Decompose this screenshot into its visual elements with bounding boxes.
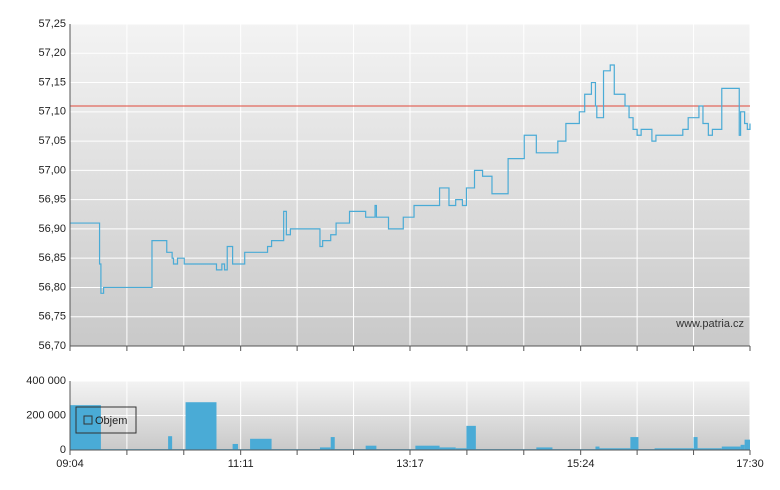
- y-tick-label: 57,05: [38, 135, 66, 147]
- y-tick-label: 57,15: [38, 76, 66, 88]
- volume-bar: [232, 443, 238, 450]
- volume-bar: [693, 437, 698, 450]
- y-tick-label: 400 000: [26, 375, 66, 387]
- volume-bar: [599, 448, 631, 450]
- y-tick-label: 56,85: [38, 252, 66, 264]
- y-tick-label: 56,70: [38, 340, 66, 352]
- volume-bar: [721, 446, 741, 450]
- legend-label: Objem: [95, 415, 127, 427]
- volume-bar: [595, 446, 600, 450]
- volume-bar: [319, 447, 331, 450]
- x-tick-label: 11:11: [228, 458, 254, 470]
- volume-bar: [536, 447, 553, 450]
- legend-box: [75, 406, 137, 434]
- volume-bar: [697, 448, 722, 450]
- y-tick-label: 56,75: [38, 311, 66, 323]
- watermark: www.patria.cz: [675, 318, 744, 330]
- x-tick-label: 17:30: [736, 458, 764, 470]
- volume-bar: [70, 405, 101, 450]
- x-tick-label: 13:17: [396, 458, 424, 470]
- x-tick-label: 09:04: [56, 458, 84, 470]
- volume-bar: [168, 436, 173, 450]
- y-tick-label: 56,90: [38, 223, 66, 235]
- y-tick-label: 57,25: [38, 18, 66, 30]
- volume-bar: [455, 448, 467, 450]
- y-tick-label: 200 000: [26, 409, 66, 421]
- y-tick-label: 0: [60, 444, 66, 456]
- price-line: [70, 64, 751, 294]
- volume-bar: [654, 448, 694, 450]
- volume-bar: [365, 445, 377, 450]
- y-tick-label: 56,95: [38, 194, 66, 206]
- y-tick-label: 57,00: [38, 164, 66, 176]
- y-tick-label: 57,10: [38, 106, 66, 118]
- volume-bar: [439, 447, 456, 450]
- volume-bar: [330, 437, 335, 450]
- volume-bar: [630, 437, 639, 450]
- y-tick-label: 57,20: [38, 47, 66, 59]
- x-tick-label: 15:24: [567, 458, 595, 470]
- volume-bar: [740, 444, 745, 450]
- volume-bar: [185, 402, 217, 450]
- volume-bar: [415, 445, 440, 450]
- legend-swatch: [83, 415, 93, 425]
- y-tick-label: 56,80: [38, 281, 66, 293]
- volume-bar: [744, 439, 750, 450]
- volume-bar: [250, 438, 272, 450]
- volume-bar: [466, 425, 476, 450]
